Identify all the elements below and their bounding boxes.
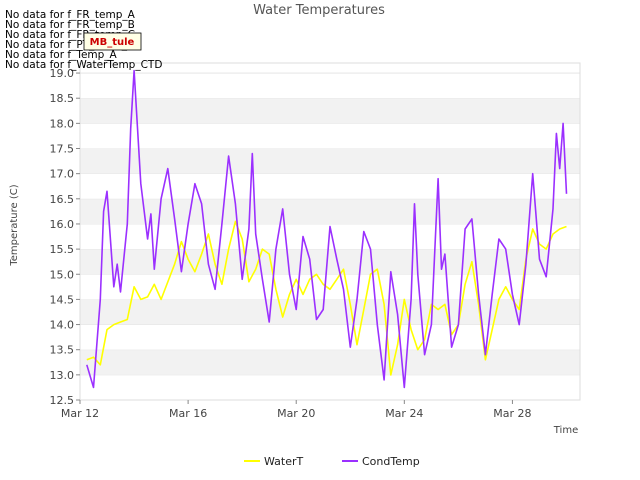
x-axis-ticks: Mar 12 Mar 16 Mar 20 Mar 24 Mar 28 — [61, 400, 532, 420]
y-tick-label: 14.5 — [50, 293, 75, 306]
chart-title: Water Temperatures — [253, 3, 385, 18]
background-band — [80, 374, 580, 400]
plot-border — [79, 62, 581, 401]
background-band — [80, 173, 580, 199]
background-band — [80, 299, 580, 325]
y-tick-label: 15.0 — [50, 268, 75, 281]
y-tick-label: 16.5 — [50, 193, 75, 206]
y-tick-label: 13.5 — [50, 344, 75, 357]
x-tick-label: Mar 24 — [385, 407, 423, 420]
x-tick-label: Mar 16 — [169, 407, 207, 420]
site-tag-box — [83, 32, 142, 51]
y-tick-label: 14.0 — [50, 319, 75, 332]
no-data-messages: No data for f_FR_temp_ANo data for f_FR_… — [5, 9, 162, 71]
no-data-message: No data for f_FR_temp_A — [5, 9, 136, 21]
site-tag: MB_tule — [83, 32, 142, 51]
x-axis-label: Time — [553, 425, 578, 436]
series-line-condtemp — [86, 69, 568, 389]
legend-label-condtemp: CondTemp — [362, 455, 420, 468]
background-band — [80, 123, 580, 149]
no-data-message: No data for f_Temp_A — [5, 49, 118, 61]
no-data-message: No data for f_WaterTemp_CTD — [5, 59, 162, 71]
y-tick-label: 15.5 — [50, 243, 75, 256]
background-band — [80, 198, 580, 224]
series-layer — [86, 69, 568, 389]
y-axis-label: Temperature (C) — [9, 184, 20, 266]
no-data-message: No data for f_FR_temp_B — [5, 19, 135, 31]
x-tick-label: Mar 20 — [277, 407, 315, 420]
background-band — [80, 73, 580, 99]
y-axis-ticks: 12.5 13.0 13.5 14.0 14.5 15.0 15.5 16.0 16.5 17.0… — [50, 67, 80, 407]
y-tick-label: 17.5 — [50, 143, 75, 156]
legend-label-watert: WaterT — [264, 455, 304, 468]
y-tick-label: 19.0 — [50, 67, 75, 80]
background-band — [80, 98, 580, 124]
y-tick-label: 12.5 — [50, 394, 75, 407]
background-band — [80, 148, 580, 174]
y-tick-label: 17.0 — [50, 168, 75, 181]
x-tick-label: Mar 12 — [61, 407, 99, 420]
y-tick-label: 16.0 — [50, 218, 75, 231]
x-tick-label: Mar 28 — [493, 407, 531, 420]
y-tick-label: 18.0 — [50, 117, 75, 130]
plot-background-bands — [80, 72, 580, 400]
plot-frame — [79, 62, 581, 401]
background-band — [80, 349, 580, 375]
background-band — [80, 324, 580, 350]
site-tag-label: MB_tule — [90, 37, 135, 48]
legend: WaterT CondTemp — [244, 455, 420, 468]
y-tick-label: 13.0 — [50, 369, 75, 382]
series-line-watert — [86, 220, 567, 376]
y-tick-label: 18.5 — [50, 92, 75, 105]
